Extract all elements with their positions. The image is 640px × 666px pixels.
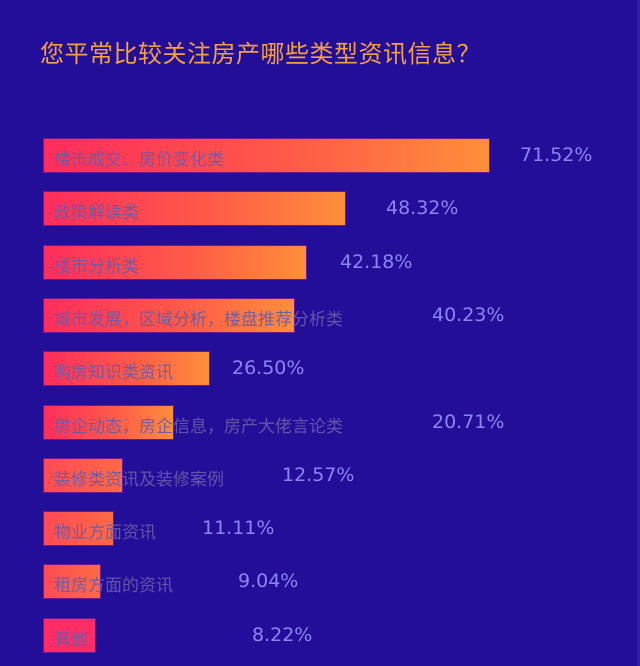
value-label: 8.22% [252, 623, 313, 646]
value-label: 42.18% [340, 250, 413, 273]
bar [44, 352, 209, 386]
category-label: 物业方面资讯 [54, 523, 156, 544]
chart-title: 您平常比较关注房产哪些类型资讯信息？ [40, 40, 481, 68]
value-label: 12.57% [282, 463, 355, 486]
category-label: 租房方面的资讯 [54, 576, 173, 597]
value-label: 26.50% [232, 357, 305, 380]
bar [44, 405, 173, 439]
bar [44, 298, 294, 332]
value-label: 48.32% [386, 197, 459, 220]
bar [44, 458, 122, 492]
category-label: 其他 [54, 629, 88, 650]
category-label: 楼市成交、房价变化类 [54, 150, 224, 170]
bar [44, 512, 113, 546]
bar [44, 192, 345, 226]
value-label: 40.23% [432, 303, 505, 326]
category-label: 装修类资讯及装修案例 [54, 469, 224, 490]
value-label: 20.71% [432, 410, 505, 433]
category-label: 购房知识类资讯 [54, 363, 173, 384]
value-label: 71.52% [520, 144, 593, 166]
bar [44, 618, 95, 652]
value-label: 11.11% [202, 517, 275, 540]
category-label: 楼市分析类 [54, 256, 139, 277]
bar [44, 245, 306, 279]
bar [44, 565, 100, 599]
category-label: 城市发展，区域分析，楼盘推荐分析类 [54, 309, 343, 330]
value-label: 9.04% [238, 570, 299, 593]
category-label: 政策解读类 [54, 203, 139, 224]
category-label: 房企动态，房企信息，房产大佬言论类 [54, 416, 343, 437]
right-edge-border [637, 0, 640, 666]
bar [44, 139, 489, 172]
